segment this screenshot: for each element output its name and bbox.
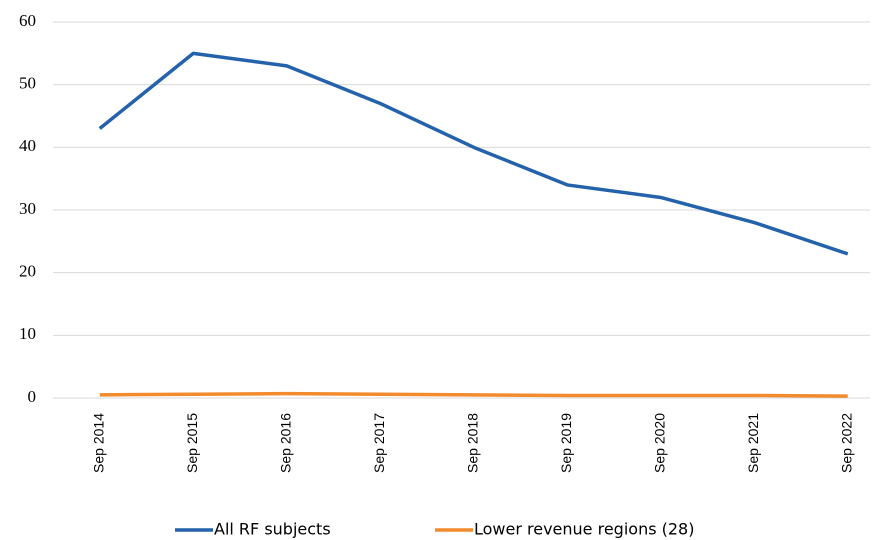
x-tick-label: Sep 2018 <box>464 413 480 473</box>
series-line <box>98 51 849 256</box>
y-tick-label: 10 <box>19 324 36 343</box>
x-tick-label: Sep 2014 <box>90 413 106 473</box>
series-line <box>99 391 848 398</box>
y-tick-label: 40 <box>19 136 36 155</box>
x-tick-label: Sep 2022 <box>838 413 854 473</box>
y-tick-label: 50 <box>19 74 36 93</box>
y-tick-label: 20 <box>19 262 36 281</box>
x-tick-label: Sep 2021 <box>745 413 761 473</box>
legend-label: All RF subjects <box>214 520 331 539</box>
x-tick-label: Sep 2020 <box>651 413 667 473</box>
x-tick-label: Sep 2017 <box>371 413 387 473</box>
y-tick-label: 0 <box>28 387 37 406</box>
x-tick-label: Sep 2016 <box>277 413 293 473</box>
y-tick-label: 30 <box>19 199 36 218</box>
legend-label: Lower revenue regions (28) <box>474 520 694 539</box>
x-tick-label: Sep 2015 <box>184 413 200 473</box>
x-tick-label: Sep 2019 <box>558 413 574 473</box>
y-tick-label: 60 <box>19 11 36 30</box>
